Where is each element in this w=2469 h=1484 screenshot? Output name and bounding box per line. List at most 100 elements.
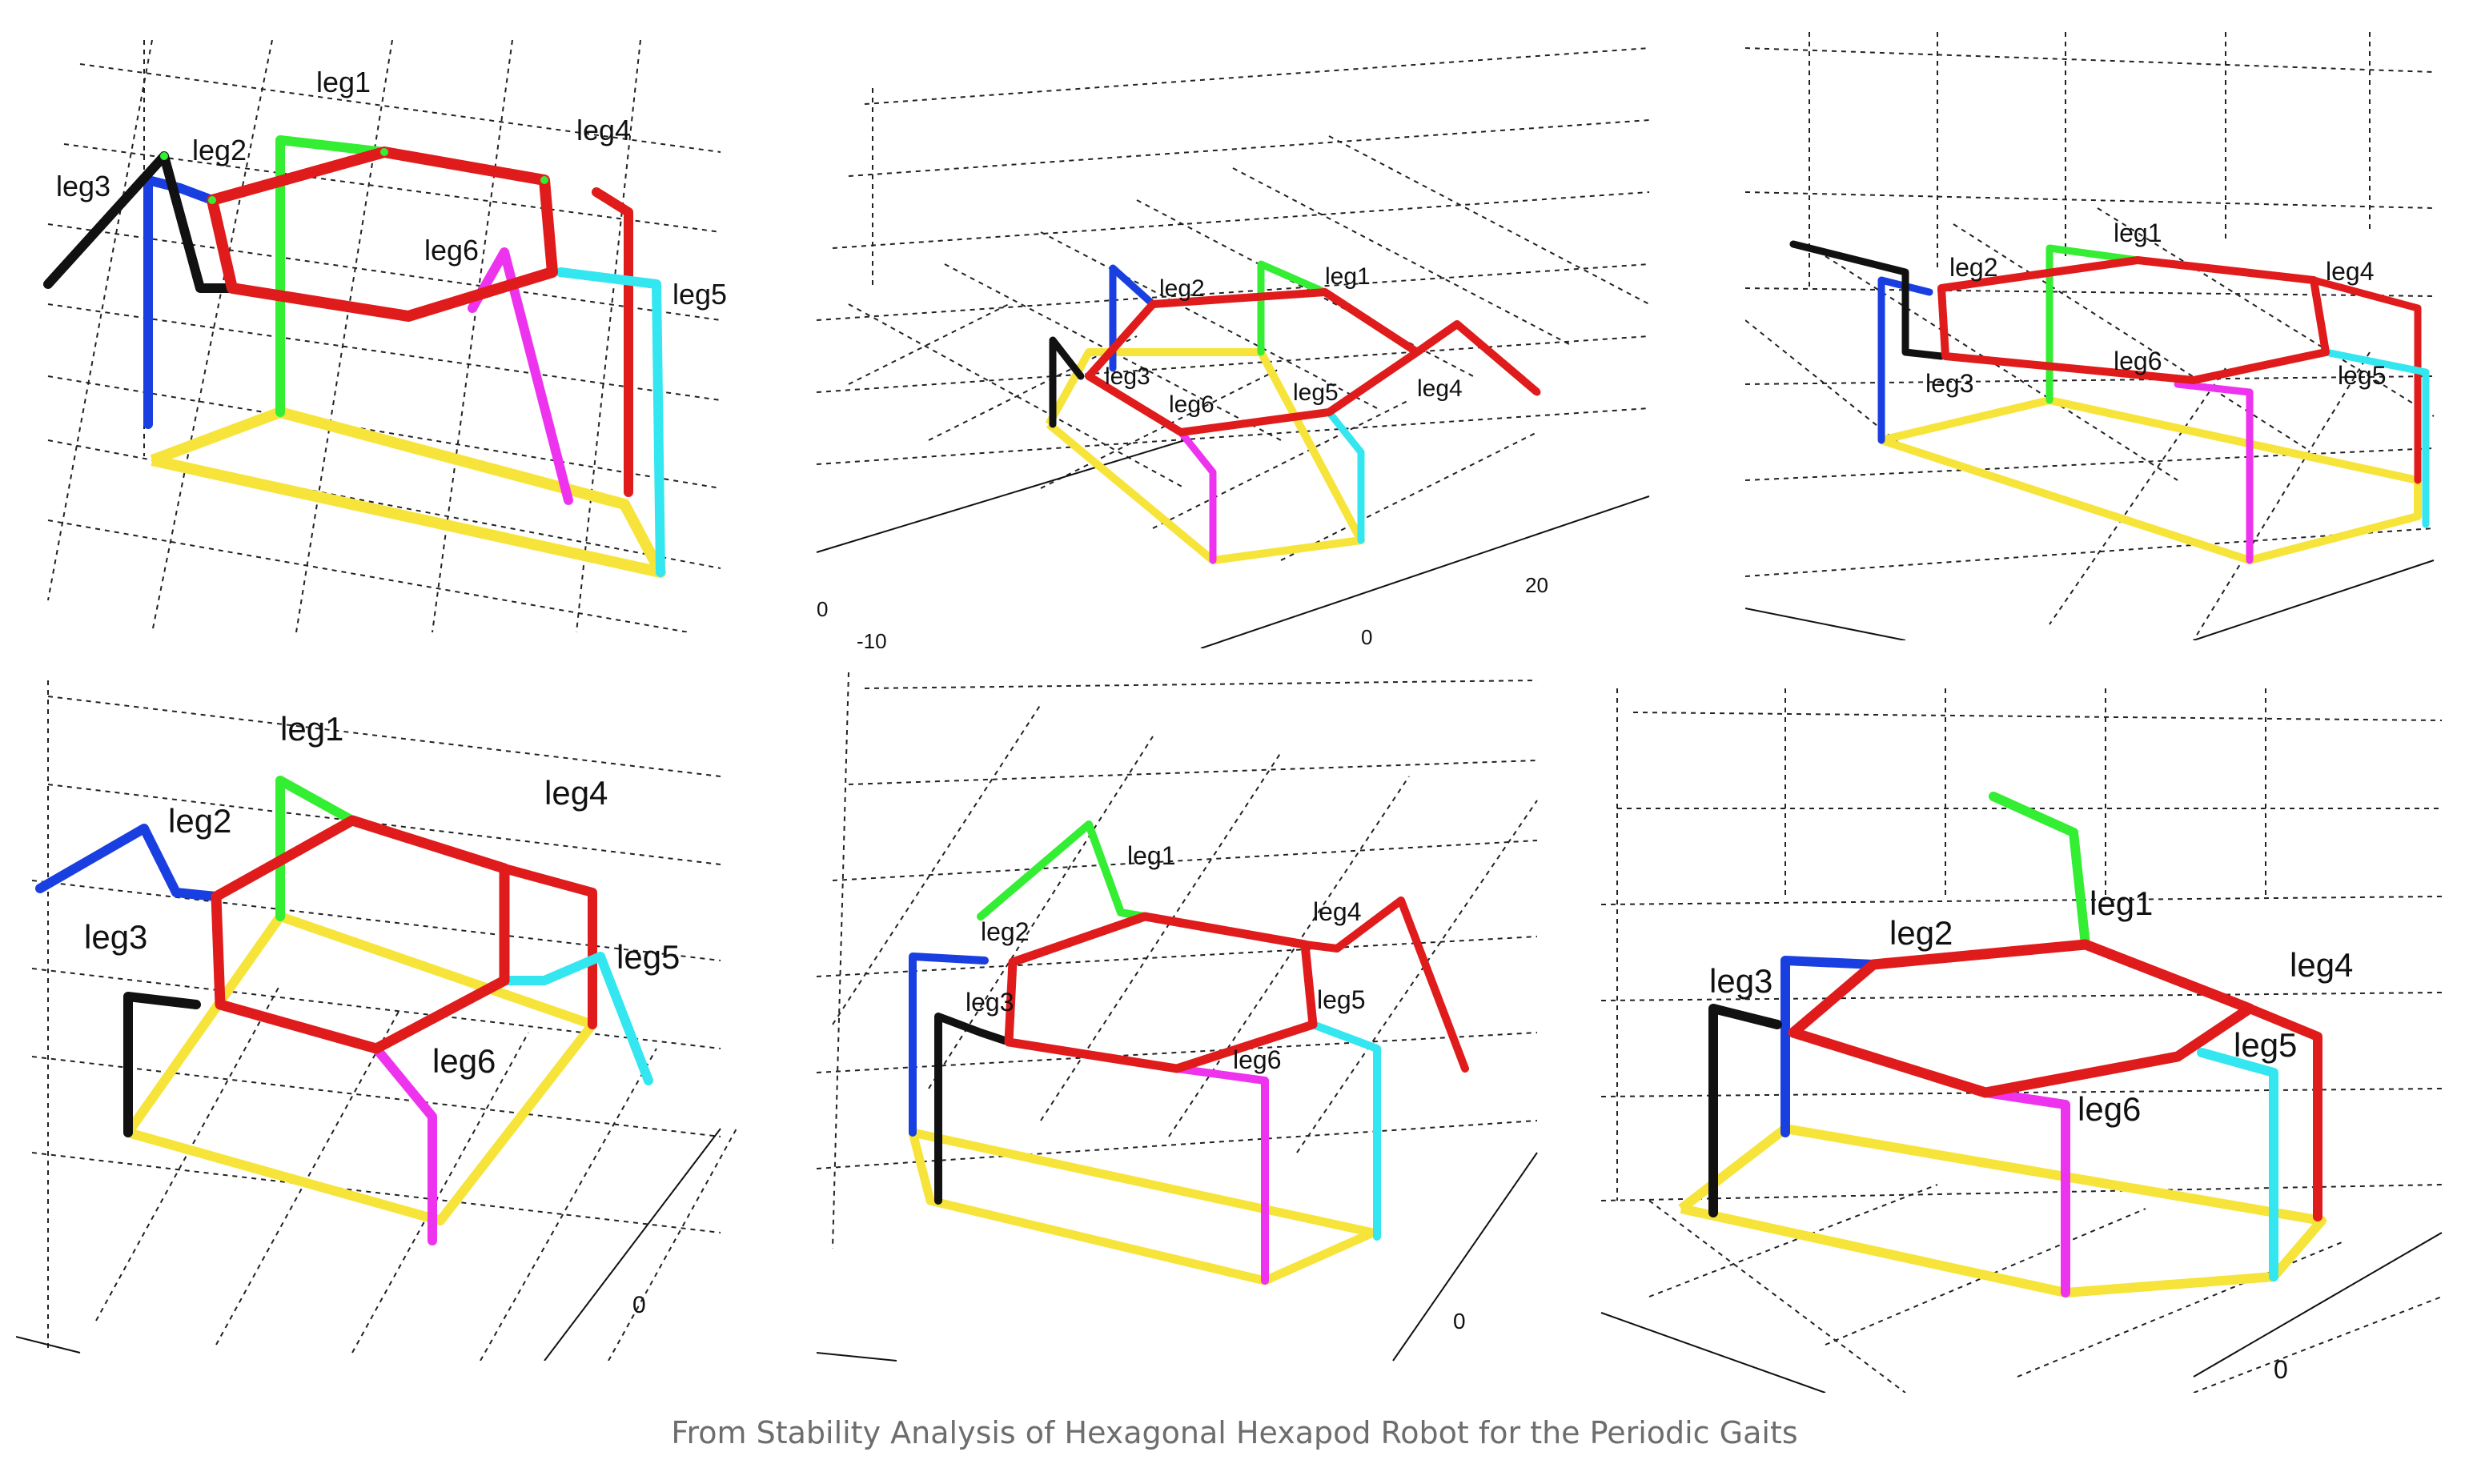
label-leg6: leg6 <box>1233 1045 1282 1074</box>
axes <box>16 1128 721 1361</box>
leg6-line <box>2174 380 2254 564</box>
leg3-line <box>43 151 237 293</box>
tick-y-neg10: -10 <box>857 629 887 648</box>
leg-labels: leg1 leg2 leg3 leg4 leg5 leg6 <box>56 66 727 311</box>
gait-figure-top-left: leg1 leg2 leg3 leg4 leg5 leg6 <box>43 40 727 632</box>
legs <box>1708 792 2322 1297</box>
label-leg5: leg5 <box>616 938 680 976</box>
grid <box>31 680 737 1361</box>
tick-labels: 0 -10 0 20 <box>817 573 1548 648</box>
label-leg1: leg1 <box>2114 219 2162 247</box>
label-leg1: leg1 <box>316 66 371 98</box>
robot-body <box>211 815 510 1054</box>
gait-panel-top-right: leg1 leg2 leg3 leg4 leg5 leg6 <box>1745 32 2450 640</box>
tick-y-0: 0 <box>817 597 828 621</box>
label-leg2: leg2 <box>981 917 1030 946</box>
body-extension <box>1415 320 1540 395</box>
label-leg6: leg6 <box>2114 347 2162 375</box>
leg2-line <box>909 953 989 1137</box>
label-leg6: leg6 <box>432 1042 496 1080</box>
leg1-line <box>2045 244 2142 404</box>
label-leg5: leg5 <box>1293 379 1339 406</box>
leg2-line <box>1109 264 1157 372</box>
axes <box>816 439 1650 648</box>
tick-x-0: 0 <box>632 1292 646 1318</box>
grid <box>816 47 1650 561</box>
support-polygon <box>1678 1124 2326 1297</box>
leg2-line <box>1780 956 1878 1137</box>
leg1-line <box>275 135 389 417</box>
robot-body <box>1937 256 2330 384</box>
leg5-line <box>2197 1048 2278 1281</box>
support-polygon <box>1880 396 2422 564</box>
leg-labels: leg1 leg2 leg3 leg4 leg5 leg6 <box>84 710 680 1080</box>
leg6-line <box>1981 1088 2070 1297</box>
leg1-line <box>1989 792 2090 949</box>
leg2-line <box>143 175 217 429</box>
axes <box>816 1152 1538 1362</box>
leg2-line <box>35 824 221 901</box>
label-leg5: leg5 <box>672 278 727 311</box>
label-leg4: leg4 <box>1313 897 1362 926</box>
gait-figure-bottom-left: 0 leg1 leg2 leg3 leg4 leg5 leg6 <box>16 680 737 1361</box>
label-leg5: leg5 <box>1317 985 1366 1014</box>
tick-x-0: 0 <box>2274 1355 2288 1384</box>
label-leg1: leg1 <box>1127 841 1176 870</box>
tick-x-20: 20 <box>1525 573 1548 597</box>
leg4-line <box>1301 896 1469 1073</box>
gait-panel-top-left: leg1 leg2 leg3 leg4 leg5 leg6 <box>32 40 737 632</box>
leg-labels: leg1 leg2 leg3 leg4 leg5 leg6 <box>1925 219 2387 398</box>
gait-panel-bottom-middle: 0 leg1 leg2 leg3 leg4 leg5 leg6 <box>801 672 1553 1369</box>
leg6-line <box>1177 428 1217 564</box>
tick-x-0: 0 <box>1361 625 1372 648</box>
label-leg2: leg2 <box>1949 253 1998 282</box>
legs <box>43 135 665 577</box>
leg3-line <box>123 992 201 1137</box>
gait-panel-top-middle: 0 -10 0 20 leg1 leg2 leg3 leg4 leg5 leg6 <box>801 40 1665 648</box>
leg2-line <box>1877 276 1933 444</box>
label-leg1: leg1 <box>1325 263 1371 290</box>
label-leg6: leg6 <box>1169 391 1214 418</box>
grid <box>1600 688 2443 1393</box>
label-leg4: leg4 <box>576 114 631 146</box>
label-leg4: leg4 <box>1417 375 1463 402</box>
label-leg4: leg4 <box>2290 946 2353 984</box>
label-leg1: leg1 <box>280 710 343 748</box>
leg6-line <box>1173 1065 1269 1285</box>
leg4-line <box>592 187 633 497</box>
gait-figure-top-middle: 0 -10 0 20 leg1 leg2 leg3 leg4 leg5 leg6 <box>816 47 1650 648</box>
support-polygon <box>124 912 597 1225</box>
robot-body <box>1085 288 1421 436</box>
legs <box>1789 240 2430 564</box>
gait-figure-bottom-middle: 0 leg1 leg2 leg3 leg4 leg5 leg6 <box>816 672 1538 1362</box>
leg5-line <box>1309 1021 1381 1241</box>
gait-figure-bottom-right: 0 leg1 leg2 leg3 leg4 leg5 leg6 <box>1600 688 2443 1393</box>
leg5-line <box>556 267 665 577</box>
leg5-line <box>500 952 653 1085</box>
label-leg3: leg3 <box>84 918 147 956</box>
support-polygon <box>150 407 666 578</box>
leg3-line <box>1049 336 1085 428</box>
label-leg2: leg2 <box>192 134 247 166</box>
label-leg3: leg3 <box>56 170 110 203</box>
axes <box>1745 560 2435 640</box>
leg5-line <box>2322 348 2430 528</box>
leg4-line <box>2245 1004 2322 1221</box>
gait-panel-bottom-left: 0 leg1 leg2 leg3 leg4 leg5 leg6 <box>16 680 737 1361</box>
label-leg2: leg2 <box>1889 914 1953 952</box>
robot-body <box>1004 912 1318 1073</box>
label-leg2: leg2 <box>1159 275 1205 302</box>
leg5-line <box>1325 408 1365 544</box>
robot-body <box>207 146 558 322</box>
label-leg3: leg3 <box>966 988 1014 1017</box>
leg1-line <box>1257 260 1329 356</box>
leg3-line <box>1789 240 1945 360</box>
tick-x-0: 0 <box>1453 1309 1466 1334</box>
leg-labels: leg1 leg2 leg3 leg4 leg5 leg6 <box>1105 263 1463 418</box>
legs <box>909 820 1469 1285</box>
gait-panel-bottom-right: 0 leg1 leg2 leg3 leg4 leg5 leg6 <box>1585 688 2450 1393</box>
leg1-line <box>977 820 1149 920</box>
grid <box>1745 32 2435 640</box>
leg4-line <box>2310 276 2422 484</box>
label-leg6: leg6 <box>2078 1090 2141 1128</box>
